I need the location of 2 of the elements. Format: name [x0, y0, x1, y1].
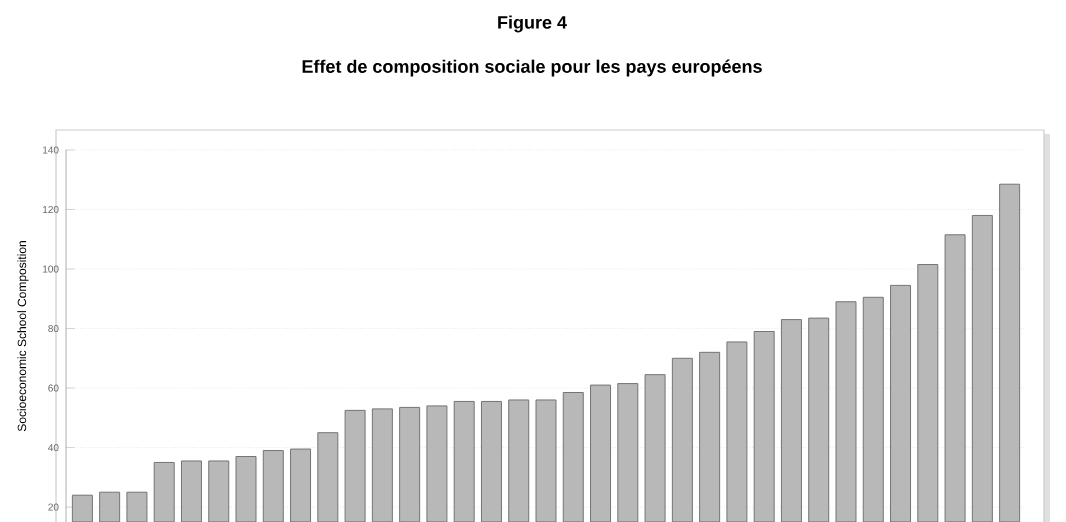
chart-title: Figure 4	[498, 15, 567, 33]
chart-subtitle: Effet de composition sociale pour les pays européens	[302, 59, 762, 77]
